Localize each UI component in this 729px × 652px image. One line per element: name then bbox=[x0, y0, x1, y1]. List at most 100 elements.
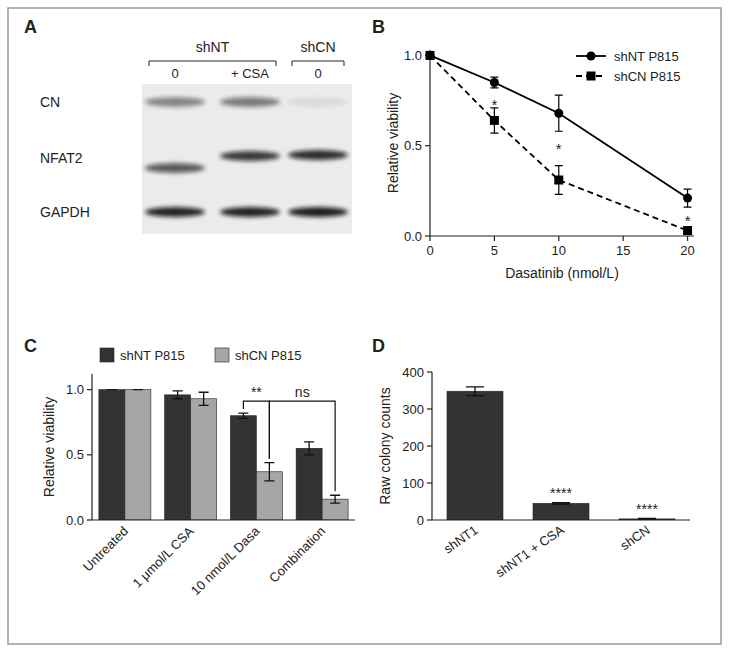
x-tick bbox=[687, 236, 688, 241]
error-bar bbox=[330, 495, 340, 503]
error-bar bbox=[555, 95, 563, 131]
x-tick-label: 15 bbox=[616, 243, 630, 258]
bar bbox=[125, 390, 151, 520]
figure: A0+ CSAshNT0shCNCNNFAT2GAPDHB0.00.51.0Re… bbox=[0, 0, 729, 652]
lane-bracket bbox=[149, 61, 276, 66]
group-label: shNT bbox=[196, 39, 230, 55]
blot-band bbox=[220, 151, 280, 161]
y-tick-label: 200 bbox=[402, 439, 424, 454]
lane-label: 0 bbox=[314, 66, 321, 81]
y-tick bbox=[425, 235, 430, 236]
point bbox=[490, 78, 499, 87]
plot-area bbox=[447, 387, 675, 520]
row-label: NFAT2 bbox=[40, 150, 83, 166]
legend-marker bbox=[587, 52, 596, 61]
series-line bbox=[430, 55, 688, 198]
y-tick-label: 400 bbox=[402, 365, 424, 380]
blot-membrane bbox=[142, 84, 352, 234]
y-tick-label: 100 bbox=[402, 476, 424, 491]
error-bar bbox=[490, 77, 498, 88]
x-axis bbox=[92, 519, 355, 520]
error-bar bbox=[173, 391, 183, 399]
y-tick bbox=[87, 389, 92, 390]
x-tick-label: 10 bbox=[552, 243, 566, 258]
panel-label: A bbox=[24, 17, 37, 37]
point bbox=[554, 176, 563, 185]
blot-band bbox=[288, 97, 348, 107]
x-tick bbox=[623, 236, 624, 241]
bar bbox=[447, 391, 503, 520]
error-bar bbox=[264, 463, 274, 481]
error-bar bbox=[107, 389, 117, 390]
error-bar bbox=[199, 392, 209, 405]
bar bbox=[230, 416, 256, 520]
x-axis bbox=[430, 235, 694, 236]
significance: * bbox=[556, 140, 562, 157]
error-bar bbox=[238, 413, 248, 418]
significance: **** bbox=[550, 485, 572, 501]
point bbox=[683, 194, 692, 203]
blot-band bbox=[145, 207, 205, 217]
y-tick-label: 0.0 bbox=[404, 229, 422, 244]
lane-label: 0 bbox=[171, 66, 178, 81]
x-axis-label: Dasatinib (nmol/L) bbox=[505, 265, 619, 281]
significance: * bbox=[685, 212, 691, 229]
error-bar bbox=[133, 389, 143, 390]
y-tick bbox=[427, 371, 432, 372]
y-tick-label: 0.0 bbox=[66, 513, 84, 528]
legend-swatch bbox=[100, 348, 114, 362]
bar bbox=[165, 395, 191, 520]
blot-band bbox=[145, 163, 205, 173]
bar bbox=[191, 399, 217, 520]
frame bbox=[8, 8, 721, 644]
y-tick bbox=[87, 519, 92, 520]
error-bar bbox=[304, 442, 314, 455]
x-tick-label: 10 nmol/L Dasa bbox=[188, 523, 263, 598]
x-axis bbox=[432, 519, 690, 520]
legend-label: shCN P815 bbox=[614, 69, 680, 84]
y-tick-label: 300 bbox=[402, 402, 424, 417]
y-tick bbox=[427, 445, 432, 446]
blot-band bbox=[288, 207, 348, 217]
x-tick-label: 5 bbox=[491, 243, 498, 258]
y-tick bbox=[425, 145, 430, 146]
x-tick-label: 0 bbox=[426, 243, 433, 258]
bracket bbox=[243, 401, 269, 459]
significance: ** bbox=[251, 384, 262, 400]
x-tick bbox=[558, 236, 559, 241]
blot-band bbox=[288, 150, 348, 160]
significance: ns bbox=[295, 384, 310, 400]
point bbox=[426, 51, 435, 60]
point bbox=[426, 51, 435, 60]
y-tick-label: 0 bbox=[417, 513, 424, 528]
panel-label: B bbox=[372, 17, 385, 37]
error-bar bbox=[466, 387, 484, 396]
x-tick-label: shNT1 bbox=[441, 522, 481, 556]
lane-bracket bbox=[292, 61, 344, 66]
legend-label: shNT P815 bbox=[614, 49, 679, 64]
y-tick bbox=[87, 454, 92, 455]
panel-label: D bbox=[372, 336, 385, 356]
legend-swatch bbox=[215, 348, 229, 362]
plot-area bbox=[426, 51, 693, 235]
plot-area bbox=[99, 390, 348, 520]
y-axis-label: Relative viability bbox=[41, 397, 57, 497]
x-tick-label: shNT1 + CSA bbox=[493, 522, 567, 580]
error-bar bbox=[684, 189, 692, 207]
bracket bbox=[269, 401, 335, 491]
blot-band bbox=[145, 97, 205, 107]
legend-marker bbox=[587, 72, 596, 81]
panel-label: C bbox=[24, 336, 37, 356]
blot-band bbox=[220, 207, 280, 217]
x-tick-label: Untreated bbox=[80, 524, 131, 575]
y-tick-label: 1.0 bbox=[66, 382, 84, 397]
x-tick-label: shCN bbox=[617, 522, 652, 553]
significance: **** bbox=[636, 501, 658, 517]
lane-label: + CSA bbox=[231, 66, 269, 81]
group-label: shCN bbox=[300, 39, 335, 55]
y-axis bbox=[91, 374, 92, 520]
y-tick bbox=[427, 519, 432, 520]
x-tick-label: Combination bbox=[266, 524, 328, 586]
bar bbox=[533, 503, 589, 520]
y-tick-label: 0.5 bbox=[404, 138, 422, 153]
